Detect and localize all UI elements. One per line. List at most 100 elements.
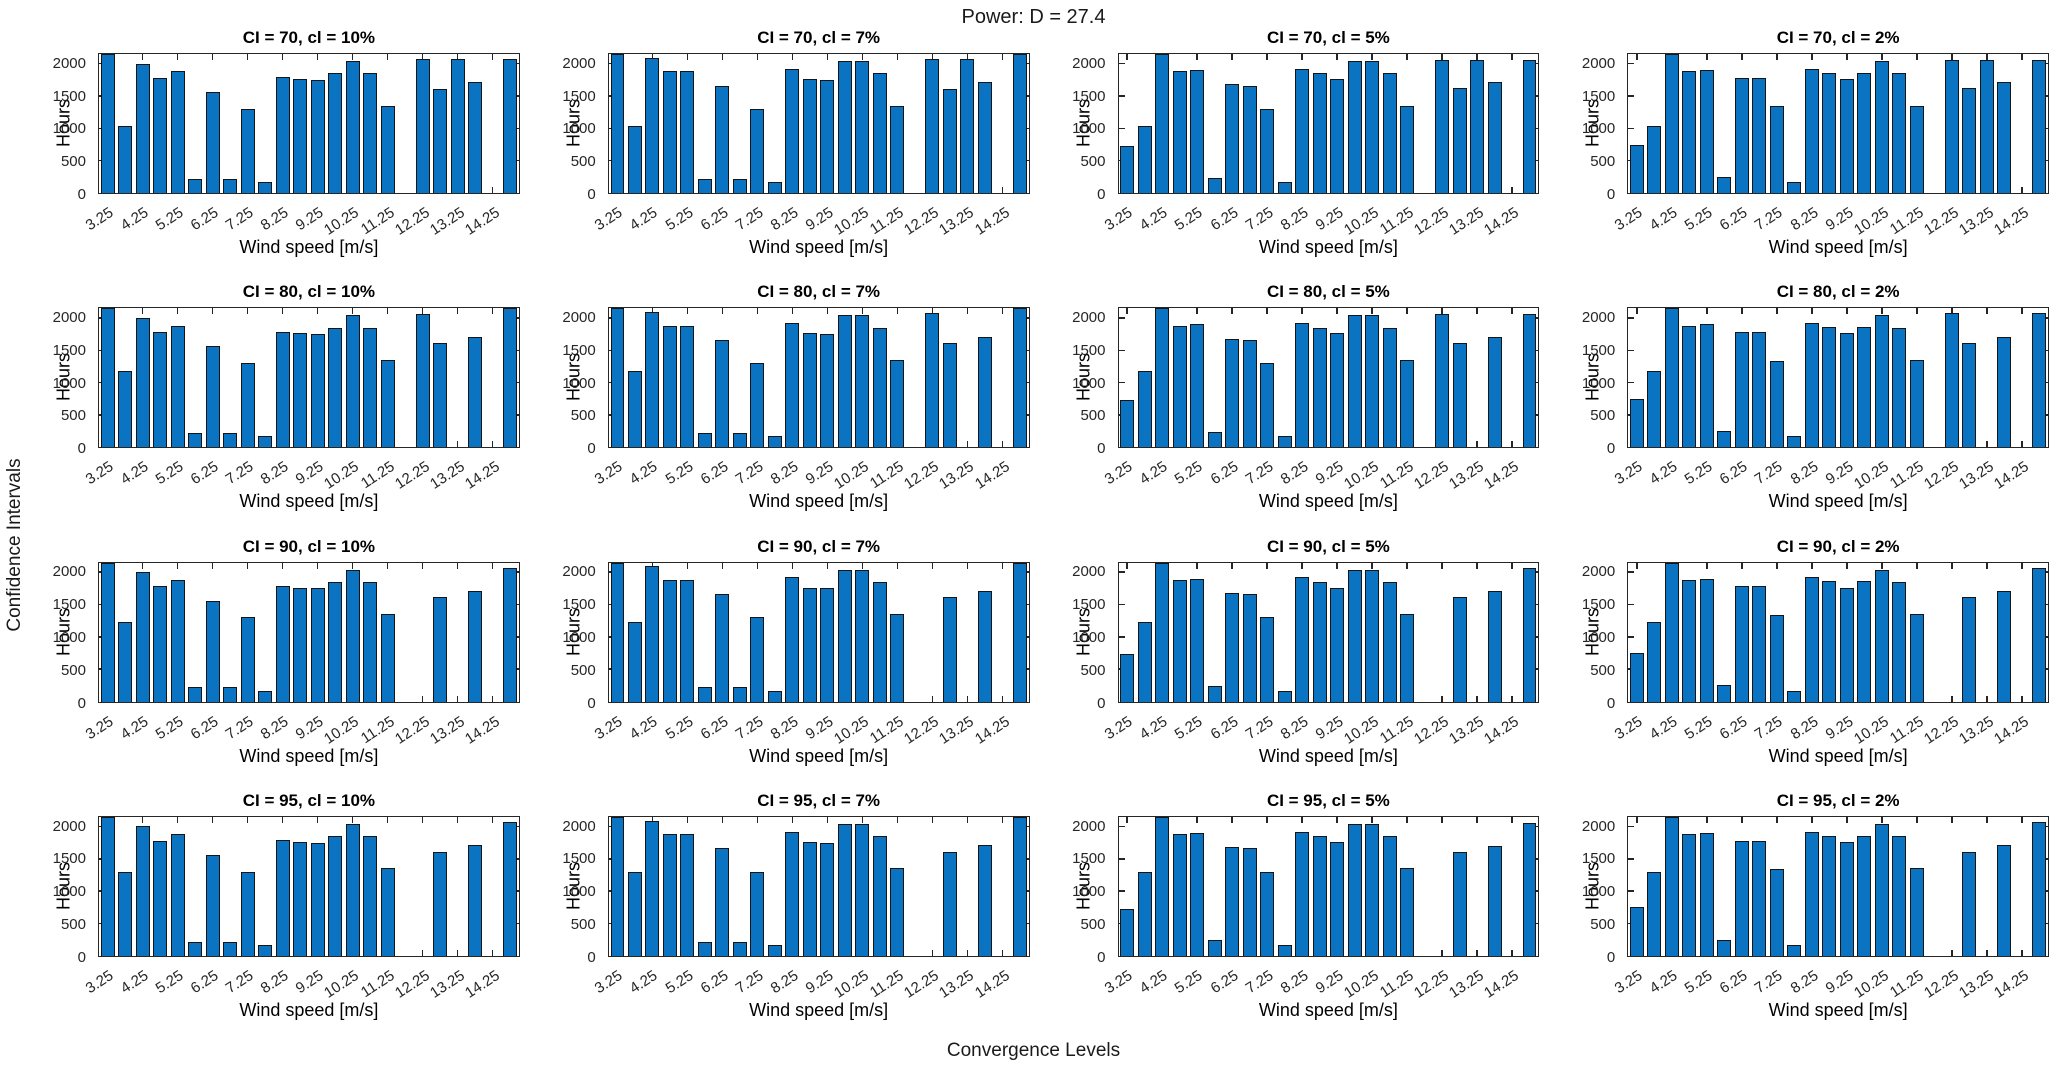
x-tick-label: 8.25 (258, 204, 292, 235)
x-tick-label: 6.25 (697, 458, 732, 489)
x-tick-label: 12.25 (1411, 458, 1452, 493)
bar (1225, 338, 1240, 448)
x-tick-label: 5.25 (152, 966, 187, 997)
bar (258, 182, 273, 193)
y-tick-label: 1500 (562, 596, 596, 614)
x-tick-label: 3.25 (1101, 204, 1136, 235)
x-tick-mark (1846, 562, 1848, 569)
y-tick-label: 500 (1590, 153, 1616, 171)
y-tick-mark (1118, 317, 1125, 319)
x-tick-label: 7.25 (222, 458, 257, 489)
bar (275, 77, 290, 193)
bar (1962, 597, 1977, 702)
x-tick-labels: 3.25 4.25 5.25 6.25 7.25 8.25 9.25 10.25 11.25 12… (592, 451, 1030, 493)
subplot: CI = 95, cl = 10% Hours 0 500 1000 1500 2000… (26, 789, 536, 1043)
y-tick-mark (1628, 825, 1635, 828)
y-tick-label: 2000 (1072, 817, 1106, 835)
x-tick-label: 5.25 (662, 966, 697, 997)
y-tick-mark (1118, 825, 1125, 828)
x-tick-label: 13.25 (1956, 458, 1997, 493)
bar (837, 315, 852, 448)
bar (1997, 336, 2012, 448)
y-tick-labels: 0 500 1000 1500 2000 (26, 562, 92, 711)
bar (1155, 562, 1170, 702)
x-tick-label: 4.25 (117, 966, 152, 997)
y-tick-mark (1118, 636, 1125, 638)
y-tick-label: 2000 (1581, 817, 1616, 835)
subplot-title: CI = 70, cl = 10% (242, 28, 376, 47)
y-tick-label: 2000 (1581, 563, 1616, 581)
x-tick-mark (1706, 816, 1708, 823)
bar (1365, 569, 1380, 702)
x-tick-label: 12.25 (1411, 204, 1452, 239)
bar (1172, 834, 1187, 956)
x-tick-label: 6.25 (187, 204, 222, 235)
subplot-title: CI = 80, cl = 5% (1266, 282, 1390, 302)
x-tick-label: 11.25 (1886, 712, 1927, 747)
x-tick-label: 14.25 (971, 966, 1013, 1002)
x-tick-mark (1266, 54, 1268, 60)
x-tick-label: 11.25 (867, 458, 907, 493)
x-tick-mark (1986, 949, 1988, 956)
x-tick-mark (1511, 441, 1513, 448)
bar (925, 313, 940, 448)
x-tick-mark (141, 562, 144, 569)
bar (977, 82, 992, 193)
x-tick-mark (1001, 441, 1004, 448)
y-tick-label: 1000 (1072, 628, 1106, 646)
x-tick-mark (386, 308, 389, 315)
x-tick-mark (896, 54, 899, 60)
y-tick-mark (1118, 858, 1125, 860)
x-tick-mark (1846, 816, 1848, 823)
x-tick-label: 7.25 (732, 712, 767, 743)
y-tick-labels: 0 500 1000 1500 2000 (26, 307, 92, 457)
bar (1630, 907, 1644, 956)
x-tick-mark (1811, 562, 1813, 569)
y-tick-label: 1500 (1581, 341, 1616, 359)
bar (1382, 327, 1397, 448)
bar (170, 71, 185, 193)
x-tick-mark (1476, 441, 1478, 448)
x-tick-mark (791, 54, 794, 60)
bar (1822, 581, 1837, 702)
x-tick-mark (1846, 308, 1848, 315)
x-tick-label: 8.25 (1787, 712, 1822, 743)
x-tick-mark (211, 816, 214, 823)
x-tick-label: 14.25 (1991, 204, 2032, 239)
bar (1804, 68, 1819, 193)
bar (1400, 359, 1415, 448)
plot-area (1627, 815, 2049, 957)
x-tick-label: 7.25 (732, 966, 767, 997)
subplot: CI = 70, cl = 10% Hours 0 500 1000 1500 2000… (26, 26, 536, 280)
x-tick-mark (491, 441, 494, 448)
y-tick-labels: 0 500 1000 1500 2000 (536, 816, 602, 966)
bar (837, 61, 852, 193)
x-axis-label: Wind speed [m/s] (1258, 491, 1398, 512)
x-tick-label: 5.25 (1172, 204, 1206, 235)
x-tick-mark (1336, 54, 1338, 60)
x-tick-label: 12.25 (391, 712, 433, 748)
x-tick-label: 14.25 (971, 204, 1013, 239)
x-tick-label: 3.25 (82, 458, 117, 489)
bar (1909, 105, 1924, 193)
bar (942, 597, 957, 702)
bar (1717, 939, 1732, 956)
bar (1012, 816, 1027, 956)
x-tick-mark (421, 308, 424, 315)
subplot-title: CI = 70, cl = 2% (1776, 28, 1900, 47)
x-tick-mark (791, 816, 794, 823)
y-tick-label: 1500 (1072, 850, 1106, 868)
bar (1909, 614, 1924, 702)
x-tick-label: 10.25 (321, 712, 363, 748)
subplot: CI = 80, cl = 10% Hours 0 500 1000 1500 2000… (26, 280, 536, 534)
x-tick-label: 12.25 (901, 204, 943, 239)
x-tick-label: 4.25 (1646, 966, 1681, 997)
subplot-title: CI = 80, cl = 2% (1776, 282, 1900, 302)
bar (645, 312, 660, 448)
bar (1242, 848, 1257, 956)
bar (1242, 85, 1257, 193)
x-tick-label: 13.25 (936, 712, 978, 748)
bar (100, 308, 115, 448)
plot-area (607, 307, 1030, 449)
bar (1522, 822, 1537, 956)
